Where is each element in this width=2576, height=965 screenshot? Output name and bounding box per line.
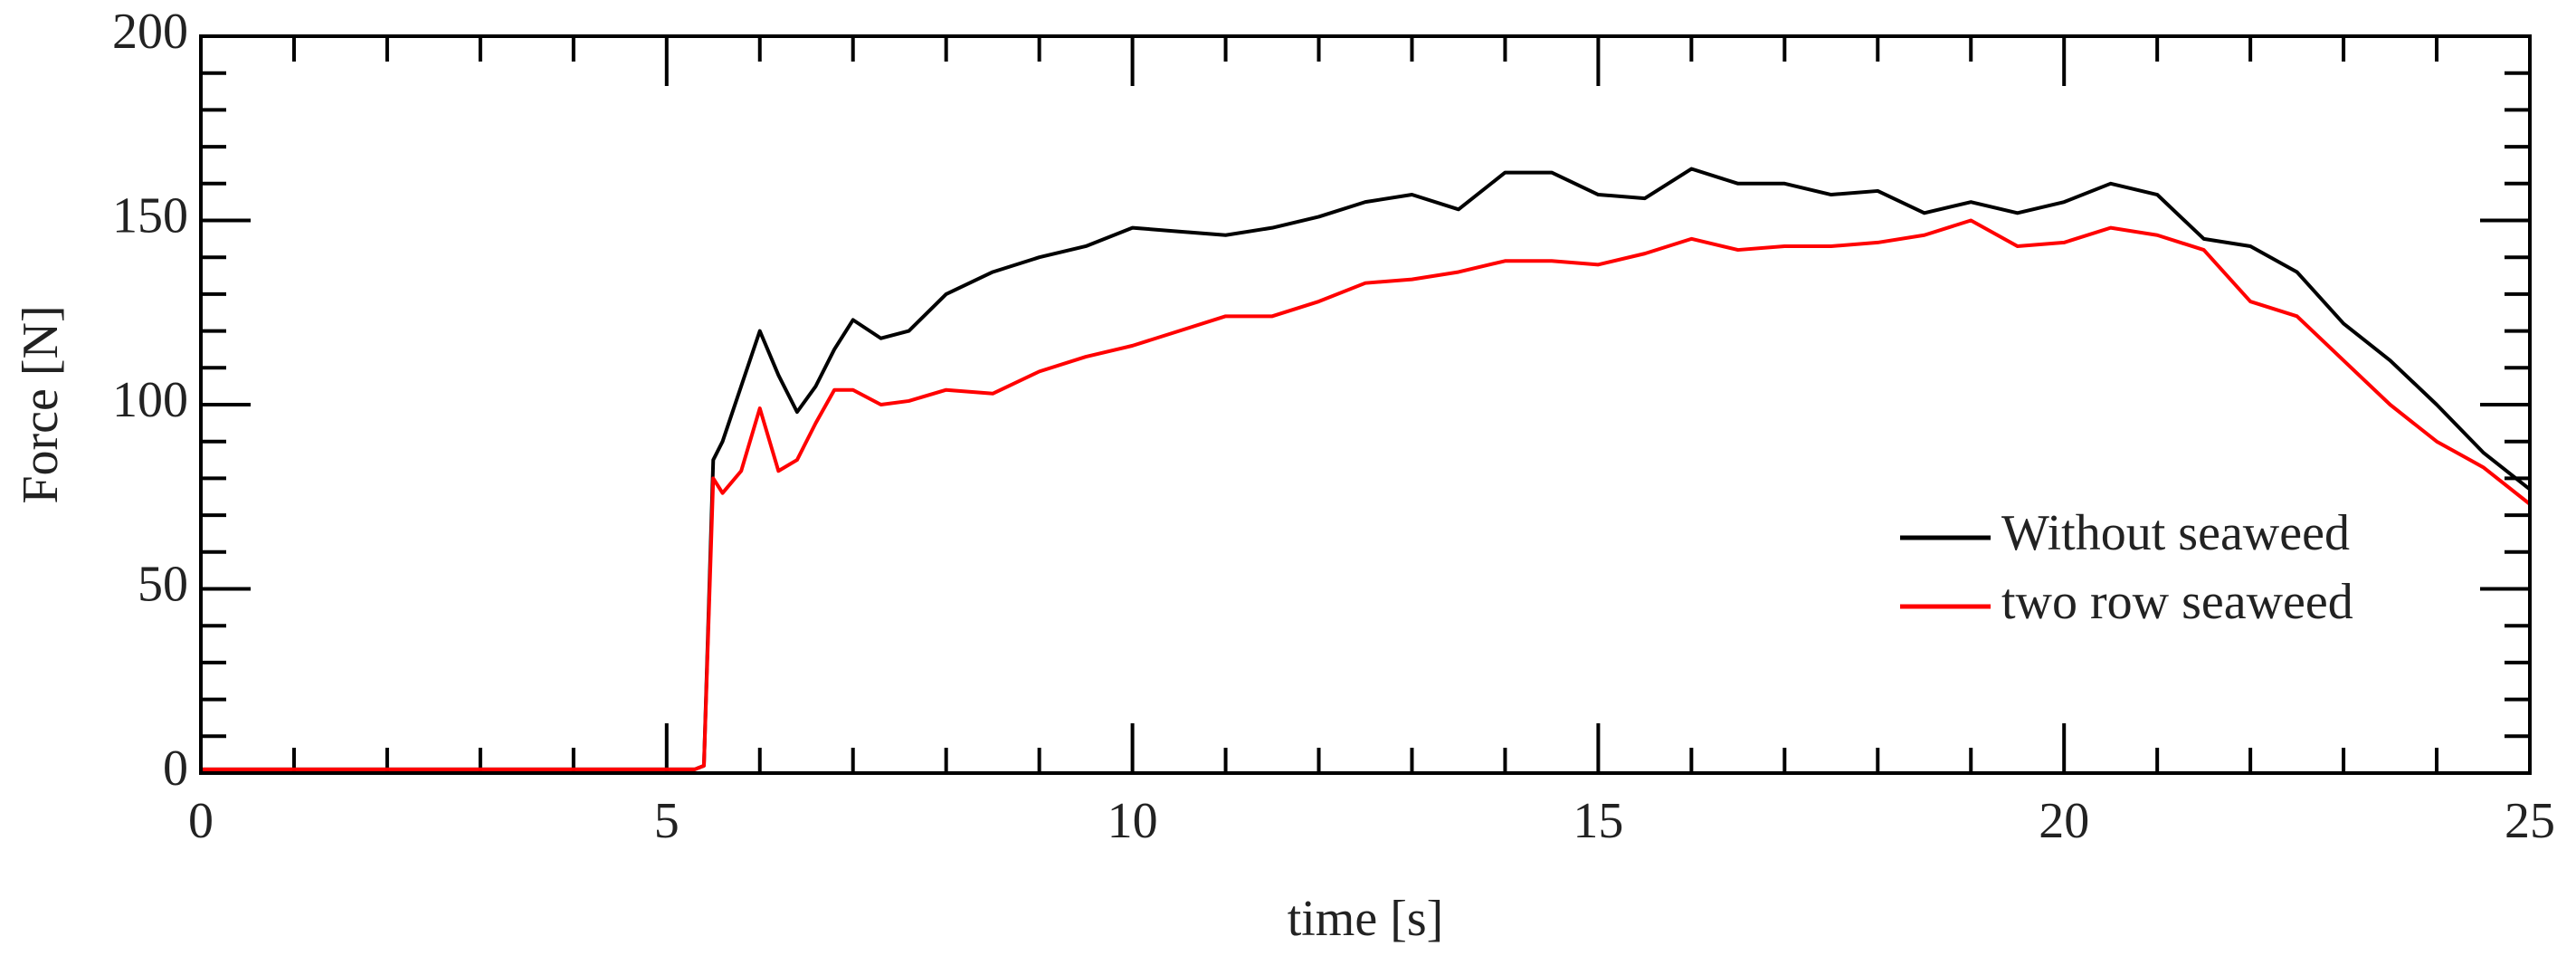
x-tick-label: 25 xyxy=(2505,793,2555,849)
x-tick-label: 0 xyxy=(188,793,214,849)
y-tick-label: 200 xyxy=(112,4,188,60)
x-axis-label: time [s] xyxy=(1288,891,1444,947)
y-tick-label: 100 xyxy=(112,372,188,428)
data-line xyxy=(201,167,2532,771)
data-line xyxy=(201,218,2532,771)
legend-label: two row seaweed xyxy=(2001,574,2353,630)
x-tick-label: 20 xyxy=(2039,793,2089,849)
y-tick-label: 50 xyxy=(138,556,188,612)
x-tick-label: 15 xyxy=(1573,793,1623,849)
y-axis-label: Force [N] xyxy=(13,305,69,503)
x-tick-label: 5 xyxy=(654,793,680,849)
y-tick-label: 0 xyxy=(163,740,188,797)
x-tick-label: 10 xyxy=(1107,793,1158,849)
plot-frame xyxy=(199,34,2532,775)
legend-label: Without seaweed xyxy=(2001,505,2350,561)
y-tick-label: 150 xyxy=(112,187,188,244)
